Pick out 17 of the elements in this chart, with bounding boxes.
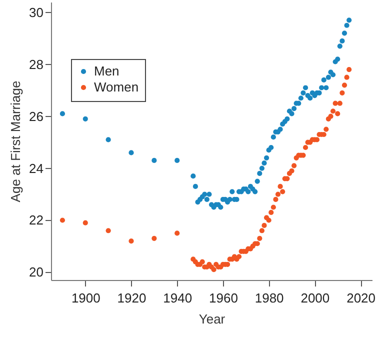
y-tick-label: 28	[29, 56, 44, 72]
x-axis-title: Year	[198, 312, 226, 326]
x-tick-label: 1940	[163, 290, 192, 306]
x-tick-label: 1960	[209, 290, 238, 306]
x-tick-label: 2000	[300, 290, 330, 306]
x-tick-label: 1900	[71, 290, 100, 306]
y-tick-label: 20	[29, 264, 44, 280]
legend-label: Men	[94, 64, 120, 78]
y-tick-label: 26	[29, 108, 44, 124]
x-tick-label: 1920	[117, 290, 146, 306]
y-axis-title: Age at First Marriage	[8, 80, 24, 202]
y-tick-label: 24	[29, 160, 44, 176]
y-tick-label: 30	[29, 4, 44, 20]
x-tick-label: 1980	[254, 290, 284, 306]
x-tick-label: 2020	[346, 290, 376, 306]
legend-label: Women	[94, 80, 139, 94]
y-tick-label: 22	[29, 212, 44, 228]
